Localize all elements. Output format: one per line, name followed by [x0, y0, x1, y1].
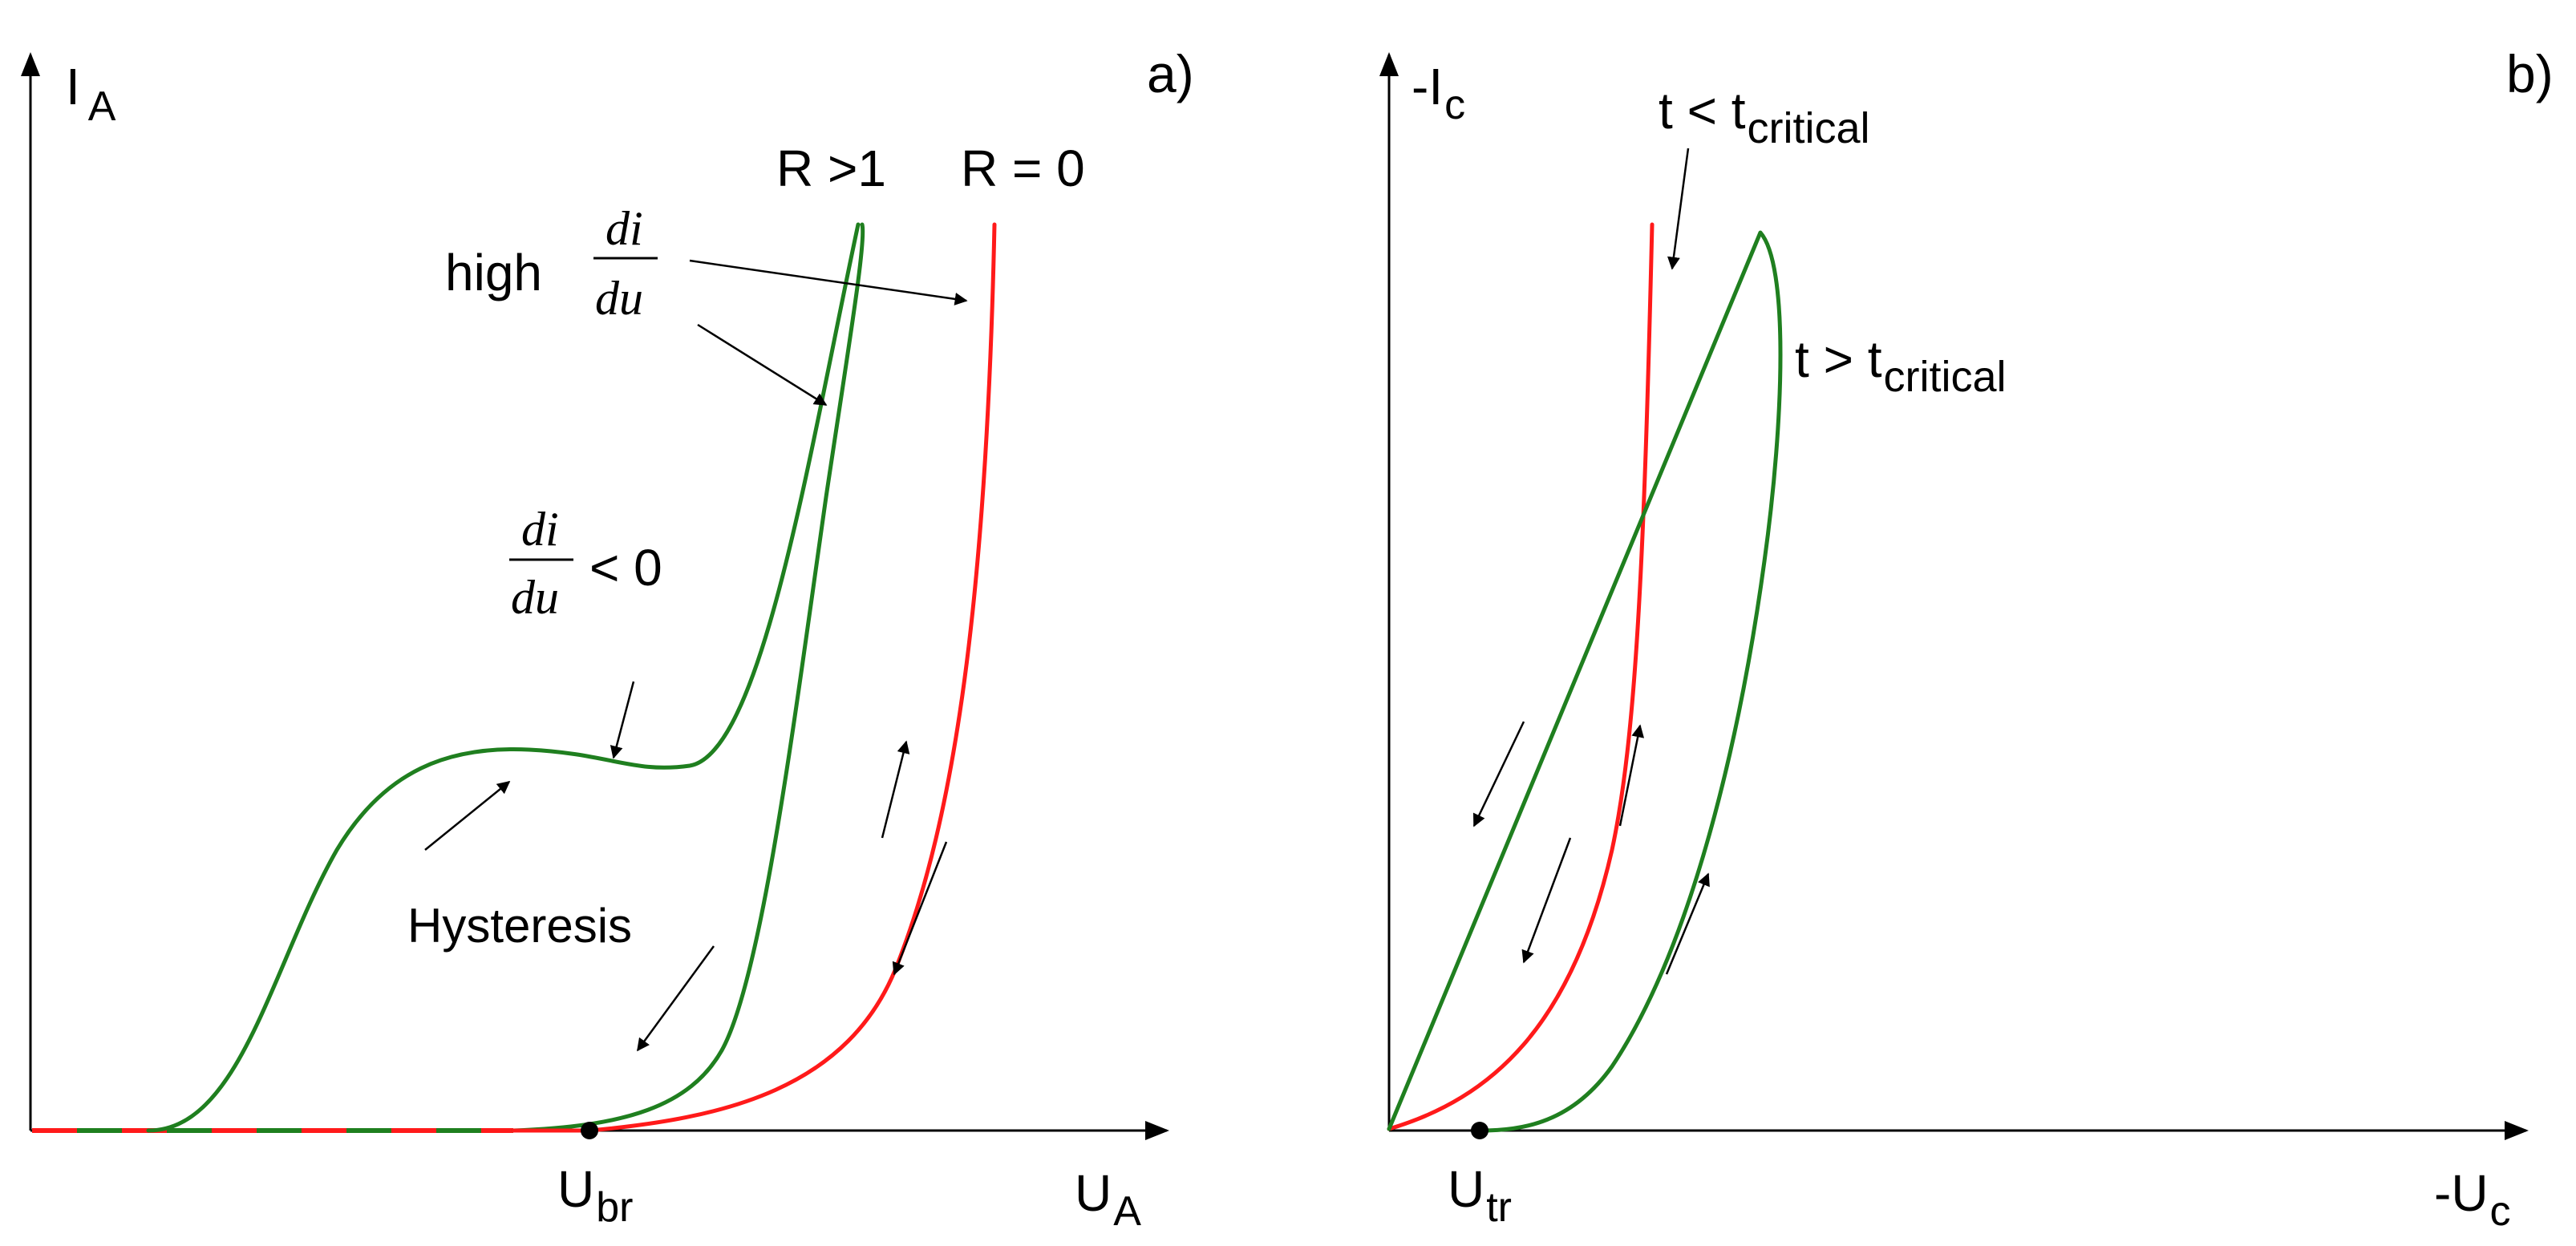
- panel-a-red-curve-label: R = 0: [961, 140, 1085, 197]
- panel-a-falling-arrow-red: [892, 841, 948, 976]
- panel-a-breakdown-point: [581, 1122, 598, 1139]
- panel-b-y-axis-label: -Ic: [1412, 58, 1465, 128]
- panel-b-arrow-down-green-diag: [1472, 721, 1525, 827]
- panel-b-below-critical-label: t < tcritical: [1659, 82, 1870, 152]
- panel-b-arrow-up-green: [1665, 872, 1710, 975]
- panel-a-high-label: high: [445, 244, 542, 301]
- panel-b-trigger-label: Utr: [1448, 1160, 1512, 1231]
- panel-a-rising-arrow-red: [881, 740, 910, 839]
- panel-b-red-curve: [1387, 222, 1655, 1131]
- panel-a-red-curve: [511, 222, 997, 1133]
- panel-b-trigger-point: [1471, 1122, 1488, 1139]
- panel-a-neg-frac-num: di: [521, 503, 559, 556]
- panel-a-x-axis-label: UA: [1075, 1164, 1141, 1235]
- panel-a-falling-arrow-green: [636, 945, 715, 1052]
- panel-b-above-critical-label: t > tcritical: [1795, 330, 2007, 401]
- panel-a-high-frac-den: du: [595, 272, 643, 325]
- panel-a-neg-frac-den: du: [511, 571, 559, 624]
- panel-a-negative-suffix: < 0: [589, 539, 662, 597]
- panel-a-green-curve-upper: [146, 222, 861, 1133]
- panel-a-green-curve-label: R >1: [776, 140, 886, 197]
- panel-a-high-didu-pointer-green: [697, 323, 828, 407]
- panel-b: -Ic b) -Uc Utr t < tcritical t > tcritic…: [1379, 44, 2554, 1235]
- panel-a-negative-slope-pointer: [610, 681, 635, 759]
- panel-b-arrow-down-red: [1521, 837, 1572, 964]
- panel-b-arrow-up-red: [1618, 724, 1645, 827]
- panel-a-breakdown-label: Ubr: [557, 1160, 633, 1231]
- panel-a-high-didu-pointer-red: [689, 259, 968, 305]
- panel-a-rising-arrow-green: [424, 780, 511, 851]
- panel-a-hysteresis-label: Hysteresis: [407, 899, 632, 953]
- panel-a-high-frac-num: di: [606, 202, 643, 255]
- panel-b-x-axis-label: -Uc: [2434, 1164, 2511, 1235]
- panel-b-below-critical-pointer: [1667, 148, 1690, 270]
- panel-b-green-loop: [1387, 230, 1783, 1133]
- panel-b-tag: b): [2506, 44, 2554, 103]
- panel-a-green-curve-lower: [511, 222, 865, 1133]
- panel-a-tag: a): [1147, 44, 1194, 103]
